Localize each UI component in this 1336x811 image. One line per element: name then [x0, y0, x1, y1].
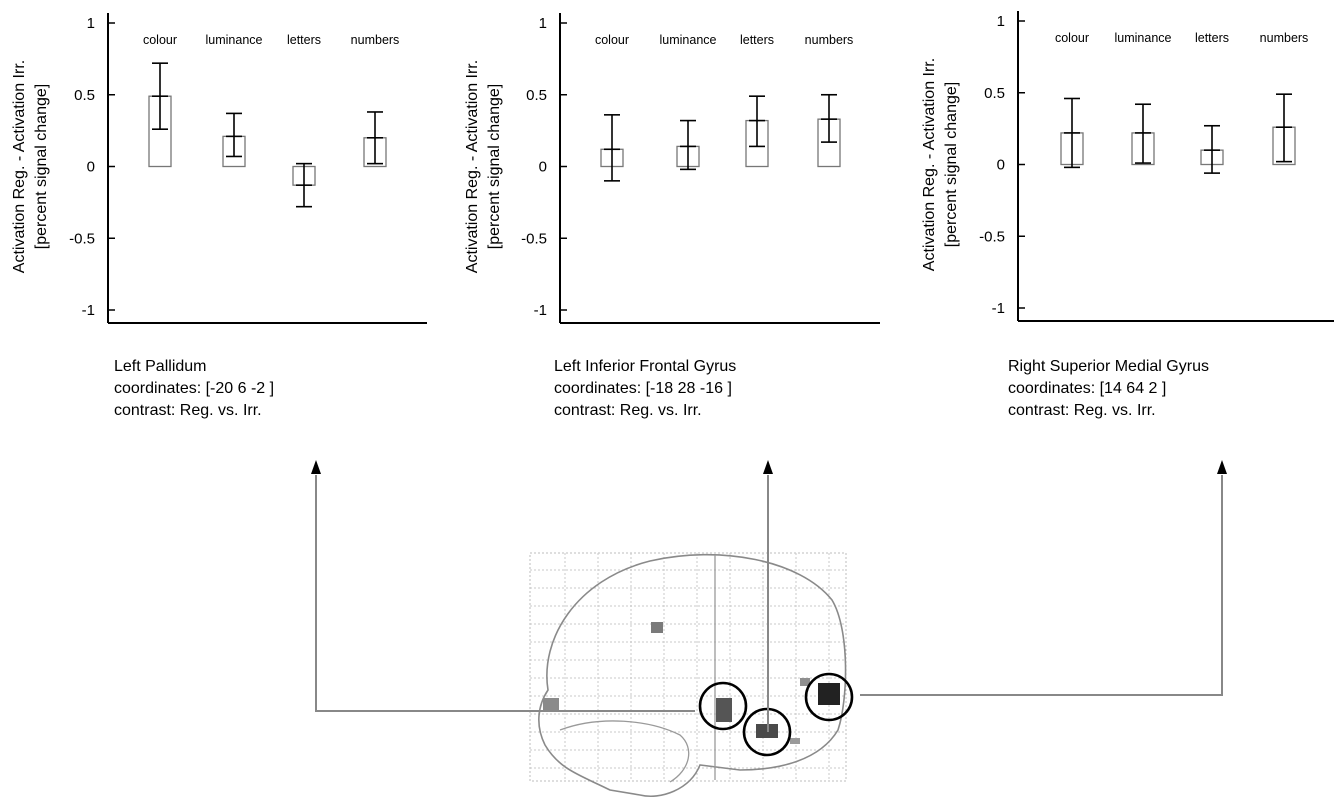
arrowhead-left: [311, 460, 321, 474]
category-label: numbers: [1260, 31, 1309, 45]
arrowhead-right: [1217, 460, 1227, 474]
activation-blob: [800, 678, 810, 686]
activation-blob: [790, 738, 800, 744]
chart-left-pallidum: 1 0.5 0 -0.5 -1 Activation Reg. - Activation …: [11, 13, 427, 324]
caption-coordinates: coordinates: [-20 6 -2 ]: [114, 380, 275, 397]
brain-outline: [538, 553, 847, 797]
caption-contrast: contrast: Reg. vs. Irr.: [114, 402, 262, 419]
category-label: luminance: [1115, 31, 1172, 45]
caption-region: Left Inferior Frontal Gyrus: [554, 358, 737, 375]
y-tick-label: -0.5: [69, 230, 95, 247]
y-tick-label: 1: [87, 15, 95, 32]
brain-inner-contour: [559, 720, 690, 783]
y-tick-label: -0.5: [521, 230, 547, 247]
y-axis-label: Activation Reg. - Activation Irr.: [464, 60, 481, 273]
arrowhead-middle: [763, 460, 773, 474]
category-label: luminance: [206, 33, 263, 47]
y-tick-label: -1: [992, 300, 1005, 317]
y-axis-label-unit: [percent signal change]: [943, 82, 960, 247]
roi-circle-medial: [804, 672, 854, 722]
y-axis-label-unit: [percent signal change]: [33, 84, 50, 249]
activation-blob: [818, 683, 840, 705]
y-tick-label: -1: [82, 302, 95, 319]
brain-panel: [529, 552, 854, 797]
y-axis-label: Activation Reg. - Activation Irr.: [11, 60, 28, 273]
y-tick-label: -1: [534, 302, 547, 319]
category-label: colour: [143, 33, 177, 47]
category-label: letters: [1195, 31, 1229, 45]
y-axis-label-unit: [percent signal change]: [486, 84, 503, 249]
caption-coordinates: coordinates: [-18 28 -16 ]: [554, 380, 732, 397]
category-label: colour: [595, 33, 629, 47]
category-label: luminance: [660, 33, 717, 47]
activation-blob: [716, 698, 732, 722]
y-tick-label: -0.5: [979, 228, 1005, 245]
caption-contrast: contrast: Reg. vs. Irr.: [1008, 402, 1156, 419]
category-label: colour: [1055, 31, 1089, 45]
caption-region: Right Superior Medial Gyrus: [1008, 358, 1209, 375]
y-tick-label: 1: [997, 13, 1005, 30]
arrowheads: [311, 460, 1227, 474]
chart-right-superior-medial: 1 0.5 0 -0.5 -1 Activation Reg. - Activation …: [921, 11, 1334, 322]
category-label: numbers: [805, 33, 854, 47]
y-tick-label: 0.5: [74, 87, 95, 104]
category-label: letters: [740, 33, 774, 47]
y-tick-label: 0: [539, 159, 547, 176]
activation-blob: [651, 622, 663, 633]
connector-lines: [315, 475, 1223, 732]
y-tick-label: 0: [997, 157, 1005, 174]
caption-middle: Left Inferior Frontal Gyrus coordinates:…: [554, 356, 736, 422]
category-label: numbers: [351, 33, 400, 47]
caption-contrast: contrast: Reg. vs. Irr.: [554, 402, 702, 419]
connector-right: [860, 475, 1223, 696]
y-tick-label: 0.5: [526, 87, 547, 104]
y-tick-label: 0: [87, 159, 95, 176]
caption-right: Right Superior Medial Gyrus coordinates:…: [1008, 356, 1209, 422]
caption-region: Left Pallidum: [114, 358, 207, 375]
y-tick-label: 0.5: [984, 85, 1005, 102]
roi-circle-pallidum: [698, 681, 748, 731]
chart-left-inferior-frontal: 1 0.5 0 -0.5 -1 Activation Reg. - Activation …: [464, 13, 880, 324]
category-label: letters: [287, 33, 321, 47]
caption-coordinates: coordinates: [14 64 2 ]: [1008, 380, 1167, 397]
connector-left: [315, 475, 695, 712]
y-axis-label: Activation Reg. - Activation Irr.: [921, 58, 938, 271]
activation-blob: [543, 698, 559, 710]
y-tick-label: 1: [539, 15, 547, 32]
brain-grid: [530, 553, 846, 781]
caption-left: Left Pallidum coordinates: [-20 6 -2 ] c…: [114, 356, 274, 422]
